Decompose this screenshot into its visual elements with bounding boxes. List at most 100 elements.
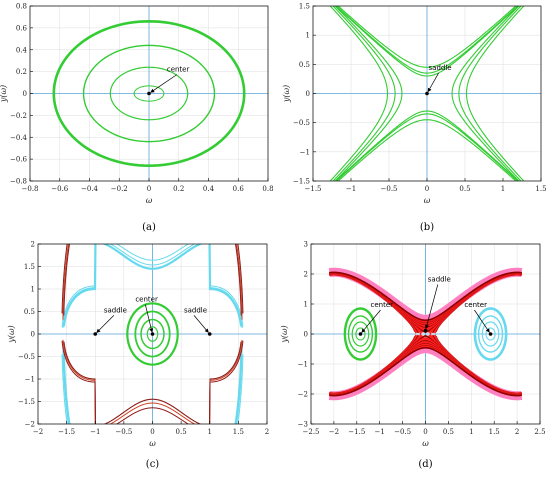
panel-a-plot-area [52, 20, 246, 167]
panel-c-equilibrium-point-1 [150, 332, 155, 336]
panel-b-orbit-9 [332, 6, 396, 181]
panel-d-equilibrium-point-1 [423, 328, 428, 333]
panel-d-orbit-2 [347, 315, 374, 353]
panel-a-xtick-label-7: 0.6 [233, 185, 245, 193]
panel-d-annotation-arrow-2 [474, 309, 490, 332]
panel-a-orbit-1 [109, 66, 189, 121]
panel-a-ytick-label-2: −0.4 [10, 134, 28, 142]
panel-a-xtick-label-3: −0.2 [111, 185, 128, 193]
panel-c-orbit-4-outer [62, 352, 243, 424]
panel-d-xtick-label-0: −2.5 [303, 428, 320, 436]
panel-d-xtick-label-5: 0 [423, 428, 427, 436]
panel-d-xtick-label-4: −0.5 [394, 428, 411, 436]
panel-d-orbit-1 [351, 321, 370, 347]
panel-c-ytick-label-4: 0 [31, 331, 35, 339]
panel-c-xtick-label-1: −1.5 [58, 428, 75, 436]
panel-a-ytick-label-1: −0.6 [10, 156, 28, 164]
panel-b-ytick-label-4: 0.5 [299, 61, 310, 69]
panel-d-xtick-label-1: −2 [329, 428, 339, 436]
panel-b-xtick-label-0: −1.5 [305, 185, 322, 193]
panel-a-xtick-label-6: 0.4 [203, 185, 215, 193]
panel-b-orbit-8 [458, 6, 522, 181]
panel-d-ytick-label-4: 1 [304, 301, 308, 309]
panel-c-equilibrium-point-2 [207, 332, 212, 336]
panel-a-xtick-label-2: −0.4 [81, 185, 99, 193]
panel-a-annotation-arrowhead-0 [150, 88, 155, 93]
panel-a-ytick-label-6: 0.4 [16, 46, 28, 54]
panel-d-xtick-label-9: 2 [515, 428, 519, 436]
panel-c-orbit-8-outer [62, 244, 243, 320]
panel-d-xtick-label-2: −1.5 [348, 428, 365, 436]
panel-b-ytick-label-5: 1 [306, 32, 310, 40]
panel-c-annotation-1: saddle [104, 306, 127, 314]
panel-a-xlabel: ω [146, 196, 153, 205]
panel-b-annotation-0: saddle [429, 64, 452, 72]
panel-a: −0.8 −0.6 −0.4 −0.2 0 0.2 0.4 0.6 0.8 −0.8 −0.6 −0.… [0, 3, 274, 234]
panel-c-label: (c) [146, 459, 160, 470]
panel-c-ytick-label-1: −1.5 [18, 398, 35, 406]
panel-c-xtick-label-3: −0.5 [115, 428, 132, 436]
panel-a-ytick-label-3: −0.2 [10, 112, 27, 120]
panel-b-orbit-11 [329, 6, 389, 181]
panel-c-xtick-label-4: 0 [150, 428, 154, 436]
panel-b-xlabel: ω [424, 196, 431, 205]
panel-d-annotation-arrow-0 [362, 309, 381, 332]
panel-c-orbit-8 [62, 339, 243, 424]
panel-c-annotation-arrowhead-2 [204, 328, 209, 333]
panel-d-annotation-1: saddle [428, 276, 451, 284]
panel-d-annotation-arrowhead-2 [485, 328, 490, 333]
panel-a-orbit-3 [52, 20, 246, 167]
panel-d-xtick-label-3: −1 [375, 428, 385, 436]
panel-b-orbit-2 [335, 6, 519, 74]
panel-a-annotation-arrow-0 [151, 74, 178, 93]
panel-d-plot-area [328, 267, 523, 401]
panel-b-ytick-label-0: −1.5 [293, 178, 310, 186]
panel-c-plot-area [61, 244, 244, 424]
panel-d: −2.5 −2 −1.5 −1 −0.5 0 0.5 1 1.5 2 2.5 −3 −2 −1 0 1 2 3 ω y… [280, 241, 546, 471]
panel-b-label: (b) [420, 222, 434, 233]
panel-c-orbit-6 [61, 244, 244, 328]
panel-a-equilibrium-point-0 [147, 91, 151, 96]
panel-b-xtick-label-4: 0.5 [459, 185, 470, 193]
panel-d-xlabel: ω [422, 439, 429, 448]
panel-c: −2 −1.5 −1 −0.5 0 0.5 1 1.5 2 −2 −1.5 −1 −0.5 0 0.5 1 1.… [7, 241, 269, 471]
panel-c-equilibrium-point-0 [93, 332, 98, 336]
panel-c-orbit-2 [134, 310, 171, 358]
panel-b-xtick-label-6: 1.5 [535, 185, 546, 193]
panel-d-band-24-lower [329, 347, 522, 397]
panel-a-orbit-0 [133, 85, 165, 102]
panel-b-xtick-label-2: −0.5 [381, 185, 398, 193]
panel-a-ytick-label-5: 0.2 [16, 68, 27, 76]
panel-c-orbit-7 [63, 341, 242, 424]
panel-d-equilibrium-point-0 [358, 332, 363, 336]
panel-b-annotation-arrowhead-0 [427, 87, 432, 93]
panel-d-xtick-label-6: 0.5 [443, 428, 454, 436]
panel-a-label: (a) [142, 222, 156, 233]
panel-c-orbit-0 [146, 326, 159, 342]
panel-a-ylabel: y(ω) [0, 85, 8, 103]
panel-b-orbit-5 [337, 119, 517, 181]
panel-a-xtick-label-5: 0.2 [173, 185, 184, 193]
panel-d-xtick-label-8: 1.5 [489, 428, 500, 436]
panel-d-ytick-label-3: 0 [304, 331, 308, 339]
panel-c-ytick-label-3: −0.5 [18, 353, 35, 361]
panel-b-xtick-label-1: −1 [346, 185, 356, 193]
panel-b-orbit-7 [334, 6, 403, 181]
panel-a-xtick-label-1: −0.6 [51, 185, 69, 193]
panel-d-orbit-4 [485, 327, 496, 341]
panel-c-xtick-label-0: −2 [33, 428, 43, 436]
panel-c-ytick-label-0: −2 [25, 421, 35, 429]
panel-c-orbit-9 [61, 340, 244, 424]
panel-b-ytick-label-3: 0 [306, 90, 310, 98]
panel-c-ylabel: y(ω) [7, 325, 16, 343]
panel-c-annotation-arrow-2 [193, 315, 209, 332]
panel-b-ytick-label-6: 1.5 [299, 3, 310, 11]
panel-a-annotation-0: center [167, 66, 190, 74]
panel-d-label: (d) [418, 459, 432, 470]
panel-c-ytick-label-7: 1.5 [24, 263, 35, 271]
panel-d-band-24-upper [329, 271, 522, 321]
panel-d-xtick-label-10: 2.5 [534, 428, 545, 436]
panel-b-plot-area [329, 6, 525, 181]
panel-c-annotation-arrowhead-0 [149, 328, 154, 333]
